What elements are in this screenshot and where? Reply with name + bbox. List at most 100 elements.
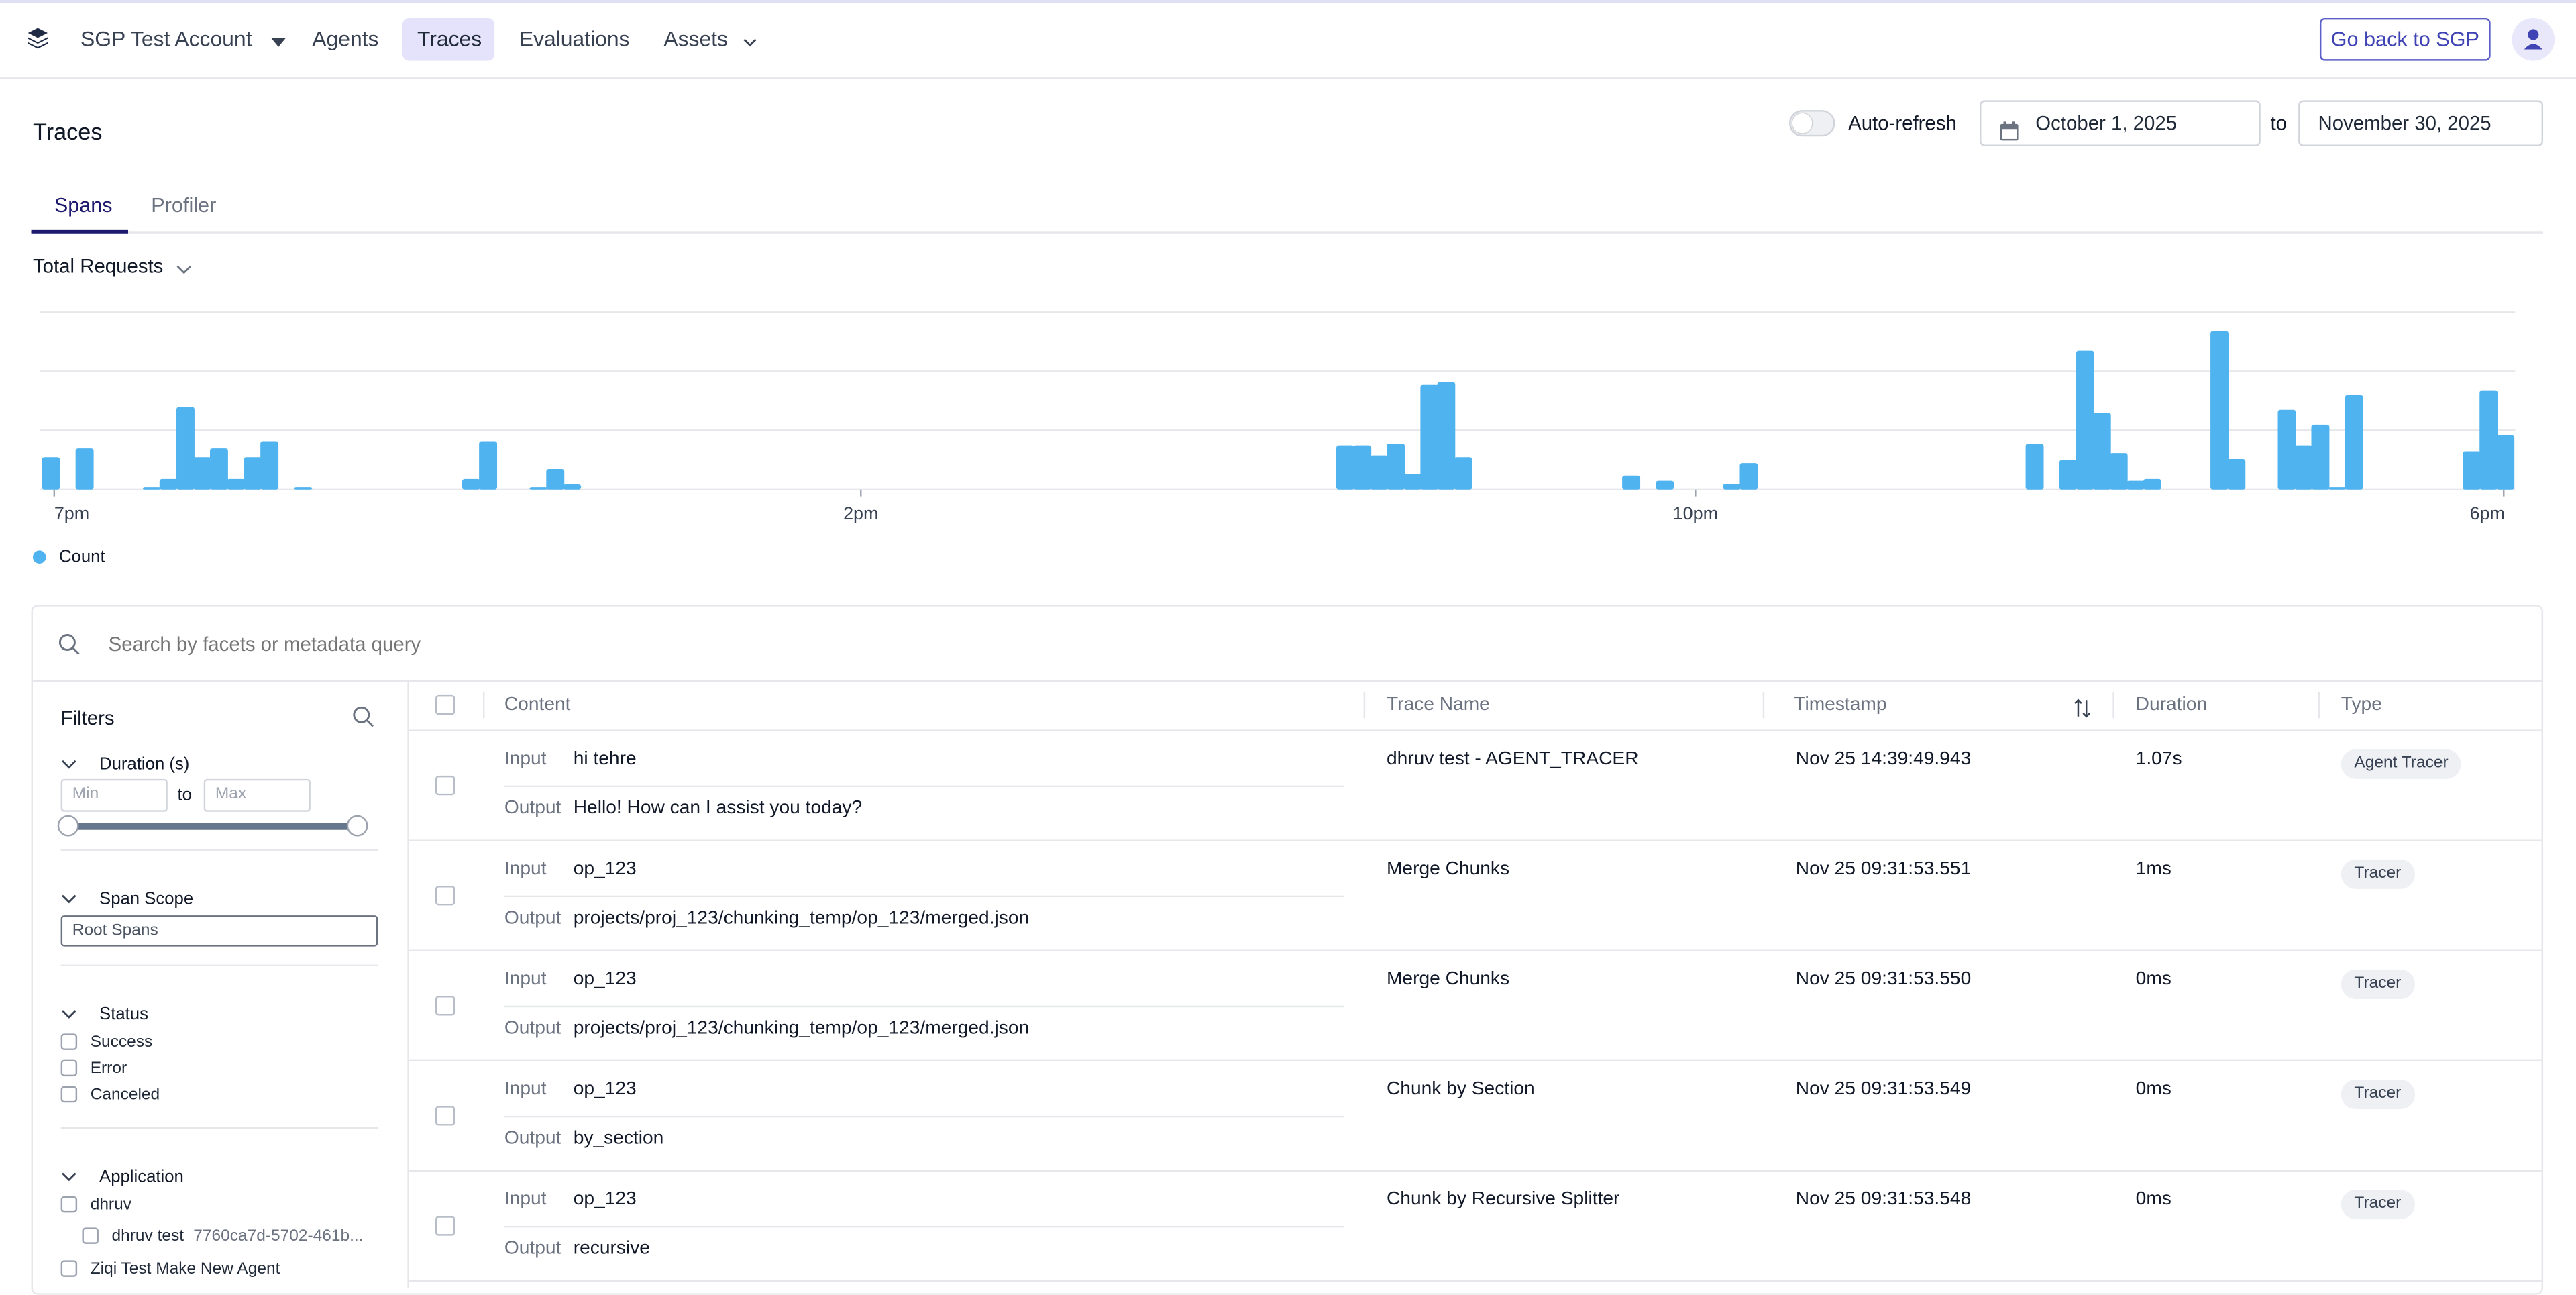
- chart-bar[interactable]: [2227, 459, 2246, 490]
- chart-bar[interactable]: [2463, 451, 2481, 490]
- duration-slider-handle-max[interactable]: [346, 815, 368, 837]
- span-scope-section-toggle[interactable]: Span Scope: [61, 882, 193, 913]
- chart-bar[interactable]: [2025, 443, 2044, 490]
- application-section-toggle[interactable]: Application: [61, 1160, 184, 1190]
- chart-bar[interactable]: [2126, 480, 2145, 490]
- account-selector[interactable]: SGP Test Account: [80, 18, 286, 61]
- chart-bar[interactable]: [294, 487, 313, 490]
- chart-bar[interactable]: [1420, 384, 1439, 490]
- nav-evaluations[interactable]: Evaluations: [504, 18, 645, 61]
- chart-bar[interactable]: [2059, 460, 2078, 490]
- chart-bar[interactable]: [479, 441, 498, 490]
- tab-spans[interactable]: Spans: [54, 194, 113, 217]
- row-checkbox[interactable]: [435, 886, 455, 906]
- chart-bar[interactable]: [2092, 413, 2111, 490]
- column-header-trace-name[interactable]: Trace Name: [1386, 694, 1490, 715]
- column-header-type[interactable]: Type: [2341, 694, 2382, 715]
- chart-bar[interactable]: [1723, 483, 1741, 490]
- select-all-checkbox[interactable]: [435, 694, 455, 715]
- chart-bar[interactable]: [42, 457, 60, 490]
- chart-bar[interactable]: [2311, 424, 2330, 490]
- status-success-checkbox[interactable]: [60, 1033, 78, 1050]
- x-tick-label: 6pm: [2470, 503, 2505, 523]
- status-error-checkbox[interactable]: [60, 1059, 78, 1077]
- chart-bar[interactable]: [260, 441, 279, 490]
- auto-refresh-toggle[interactable]: [1788, 110, 1835, 137]
- trace-name[interactable]: Chunk by Recursive Splitter: [1386, 1190, 1620, 1210]
- filter-search-icon[interactable]: [352, 705, 374, 737]
- chart-bar[interactable]: [546, 468, 565, 490]
- chart-bar[interactable]: [2496, 435, 2515, 490]
- chart-bar[interactable]: [1656, 480, 1674, 490]
- chart-bar[interactable]: [1370, 455, 1389, 490]
- chart-bar[interactable]: [209, 448, 228, 490]
- search-input[interactable]: [105, 626, 2412, 662]
- chart-bar[interactable]: [1739, 463, 1758, 490]
- row-checkbox[interactable]: [435, 1106, 455, 1126]
- chart-bar[interactable]: [1622, 475, 1641, 490]
- filters-sidebar: [33, 682, 409, 1289]
- duration-slider-track[interactable]: [67, 823, 358, 830]
- chart-bar[interactable]: [75, 448, 94, 490]
- nav-assets[interactable]: Assets: [649, 18, 771, 61]
- chart-bar[interactable]: [1403, 474, 1422, 490]
- trace-name[interactable]: Chunk by Section: [1386, 1079, 1535, 1100]
- chart-bar[interactable]: [159, 478, 178, 490]
- status-section-toggle[interactable]: Status: [61, 998, 148, 1028]
- chart-bar[interactable]: [2210, 331, 2229, 490]
- chart-bar[interactable]: [462, 478, 480, 490]
- chart-bar[interactable]: [2328, 487, 2347, 490]
- chart-bar[interactable]: [193, 457, 211, 490]
- chart-bar[interactable]: [1387, 443, 1405, 490]
- chart-bar[interactable]: [227, 478, 246, 490]
- chart-bar[interactable]: [244, 457, 262, 490]
- chart-bar[interactable]: [2076, 350, 2094, 490]
- app-dhruv-test-checkbox[interactable]: [82, 1227, 99, 1244]
- chart-bar[interactable]: [2109, 453, 2128, 490]
- content-divider: [504, 785, 1344, 788]
- chart-bar[interactable]: [2143, 478, 2161, 490]
- input-value: op_123: [573, 859, 637, 880]
- chart-bar[interactable]: [2479, 390, 2498, 490]
- span-scope-select[interactable]: Root Spans: [60, 915, 378, 947]
- column-header-duration[interactable]: Duration: [2135, 694, 2208, 715]
- app-dhruv-checkbox[interactable]: [60, 1196, 78, 1213]
- output-value: projects/proj_123/chunking_temp/op_123/m…: [573, 909, 1030, 929]
- column-header-timestamp[interactable]: Timestamp: [1794, 694, 1887, 715]
- trace-name[interactable]: Merge Chunks: [1386, 859, 1510, 880]
- go-back-button[interactable]: Go back to SGP: [2319, 17, 2491, 61]
- chart-bar[interactable]: [529, 487, 548, 490]
- chart-bar[interactable]: [563, 484, 582, 490]
- avatar[interactable]: [2512, 17, 2555, 61]
- nav-agents[interactable]: Agents: [297, 18, 393, 61]
- nav-traces[interactable]: Traces: [402, 17, 495, 61]
- chart-bar[interactable]: [2277, 409, 2296, 490]
- tab-profiler[interactable]: Profiler: [151, 194, 216, 217]
- row-checkbox[interactable]: [435, 1216, 455, 1236]
- output-label: Output: [504, 1129, 561, 1149]
- sort-icon[interactable]: [2074, 696, 2092, 726]
- date-to-field[interactable]: November 30, 2025: [2298, 100, 2544, 146]
- chart-bar[interactable]: [2345, 395, 2363, 490]
- duration-section-toggle[interactable]: Duration (s): [61, 747, 189, 778]
- row-checkbox[interactable]: [435, 775, 455, 796]
- app-ziqi-checkbox[interactable]: [60, 1260, 78, 1277]
- status-canceled-checkbox[interactable]: [60, 1086, 78, 1103]
- duration-slider-handle-min[interactable]: [57, 815, 79, 837]
- column-header-content[interactable]: Content: [504, 694, 571, 715]
- date-from-field[interactable]: October 1, 2025: [1980, 100, 2261, 146]
- chart-bar[interactable]: [1336, 445, 1354, 490]
- chart-bar[interactable]: [176, 407, 195, 490]
- layers-icon[interactable]: [26, 26, 49, 49]
- chart-bar[interactable]: [142, 487, 161, 490]
- chart-bar[interactable]: [1437, 382, 1456, 490]
- chart-bar[interactable]: [1454, 457, 1472, 490]
- duration-max-input[interactable]: Max: [203, 778, 311, 812]
- trace-name[interactable]: Merge Chunks: [1386, 969, 1510, 990]
- trace-name[interactable]: dhruv test - AGENT_TRACER: [1386, 749, 1639, 770]
- chart-bar[interactable]: [1353, 445, 1372, 490]
- duration-min-input[interactable]: Min: [60, 778, 168, 812]
- metric-selector[interactable]: Total Requests: [33, 255, 192, 279]
- row-checkbox[interactable]: [435, 996, 455, 1016]
- chart-bar[interactable]: [2294, 445, 2313, 490]
